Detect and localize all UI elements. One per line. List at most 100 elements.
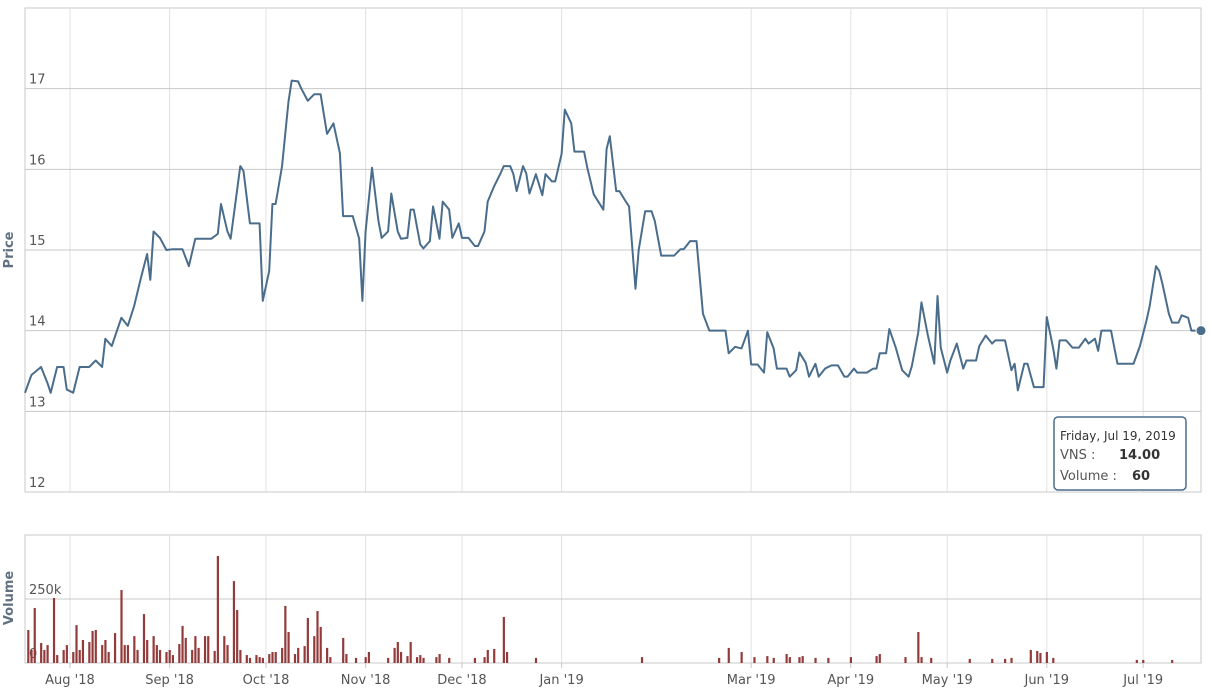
volume-bar xyxy=(930,657,933,663)
volume-bar xyxy=(640,657,644,663)
volume-bar xyxy=(727,647,730,663)
y-tick-label: 17 xyxy=(29,73,46,88)
volume-bar xyxy=(120,590,123,663)
volume-bar xyxy=(232,581,236,663)
volume-bar xyxy=(849,657,852,663)
y-tick-label: 0 xyxy=(29,647,37,662)
volume-bar xyxy=(1045,651,1048,663)
tooltip-value: 14.00 xyxy=(1119,448,1160,463)
volume-bar xyxy=(226,645,229,663)
volume-bar xyxy=(133,636,136,663)
volume-bar xyxy=(203,636,207,663)
volume-bar xyxy=(271,651,274,663)
volume-bar xyxy=(43,649,46,663)
y-tick-label: 15 xyxy=(29,234,46,249)
volume-bar xyxy=(393,647,396,663)
volume-bar xyxy=(345,654,348,663)
volume-bar xyxy=(152,636,155,663)
volume-bar xyxy=(168,649,171,663)
volume-bar xyxy=(306,617,309,663)
volume-bar xyxy=(30,649,33,663)
volume-bar xyxy=(1010,657,1013,663)
volume-bar xyxy=(88,642,91,663)
tooltip-title: Friday, Jul 19, 2019 xyxy=(1060,429,1176,443)
volume-bar xyxy=(104,639,107,663)
y-tick-label: 12 xyxy=(29,476,46,491)
volume-bar xyxy=(505,651,509,663)
volume-bar xyxy=(1039,653,1042,663)
volume-bar xyxy=(194,636,197,663)
volume-bar xyxy=(766,656,769,663)
volume-bar xyxy=(772,657,775,663)
volume-bar xyxy=(1029,649,1032,663)
x-tick-label: Apr '19 xyxy=(827,673,874,688)
y-tick-label: 16 xyxy=(29,153,46,168)
x-tick-label: Aug '18 xyxy=(45,673,95,688)
volume-bar xyxy=(207,636,210,663)
volume-bar xyxy=(287,632,290,663)
volume-bar xyxy=(216,555,219,663)
volume-bar xyxy=(827,657,830,663)
volume-bar xyxy=(239,649,242,663)
volume-axis-title: Volume xyxy=(2,571,17,626)
tooltip-box xyxy=(1053,416,1187,491)
volume-bar xyxy=(136,649,139,663)
volume-bar xyxy=(396,642,399,663)
volume-bar xyxy=(65,645,68,663)
tooltip-value: 60 xyxy=(1132,469,1150,484)
volume-bar xyxy=(991,658,994,663)
y-tick-label: 14 xyxy=(29,315,46,330)
x-tick-label: Nov '18 xyxy=(341,673,391,688)
volume-bar xyxy=(342,637,345,663)
volume-bar xyxy=(165,651,168,663)
volume-bar xyxy=(1171,659,1174,663)
volume-bar xyxy=(438,654,441,663)
volume-bar xyxy=(107,651,110,663)
volume-bar xyxy=(740,651,743,663)
volume-bar xyxy=(78,649,81,663)
volume-bar xyxy=(197,647,200,663)
volume-bar xyxy=(416,657,419,663)
volume-bar xyxy=(904,657,907,663)
volume-bar xyxy=(409,642,412,663)
volume-bar xyxy=(223,636,226,663)
volume-bar xyxy=(155,645,158,663)
volume-bar xyxy=(422,657,425,663)
volume-bar xyxy=(248,657,252,663)
volume-bar xyxy=(158,649,162,663)
volume-bar xyxy=(785,654,788,663)
volume-bar xyxy=(245,655,248,663)
tooltip: Friday, Jul 19, 2019 VNS : 14.00 Volume … xyxy=(1053,416,1187,491)
volume-bar xyxy=(171,655,175,663)
volume-bar xyxy=(319,626,322,663)
x-tick-label: Jul '19 xyxy=(1122,673,1163,688)
volume-bar xyxy=(258,657,261,663)
volume-bar xyxy=(101,645,104,663)
volume-bar xyxy=(367,651,371,663)
volume-bar xyxy=(968,658,971,663)
volume-bar xyxy=(293,654,297,663)
y-tick-label: 13 xyxy=(29,395,46,410)
volume-bar xyxy=(917,632,920,663)
volume-bar xyxy=(81,639,85,663)
volume-bar xyxy=(27,629,30,663)
volume-bar xyxy=(798,657,801,663)
volume-bar xyxy=(406,656,409,663)
volume-bar xyxy=(40,643,43,663)
volume-bar xyxy=(213,650,216,663)
volume-bar xyxy=(313,636,316,663)
volume-bar xyxy=(473,657,477,663)
volume-bar xyxy=(788,657,791,663)
volume-bar xyxy=(33,607,36,663)
volume-bar xyxy=(181,625,184,663)
volume-bar xyxy=(91,631,94,663)
volume-bar xyxy=(261,657,264,663)
x-tick-label: Jun '19 xyxy=(1023,673,1069,688)
volume-bar xyxy=(1036,650,1039,663)
volume-bar xyxy=(502,616,505,663)
volume-bar xyxy=(142,614,146,663)
volume-bar xyxy=(1135,659,1138,663)
volume-bar xyxy=(354,657,358,663)
volume-bar xyxy=(326,647,329,663)
